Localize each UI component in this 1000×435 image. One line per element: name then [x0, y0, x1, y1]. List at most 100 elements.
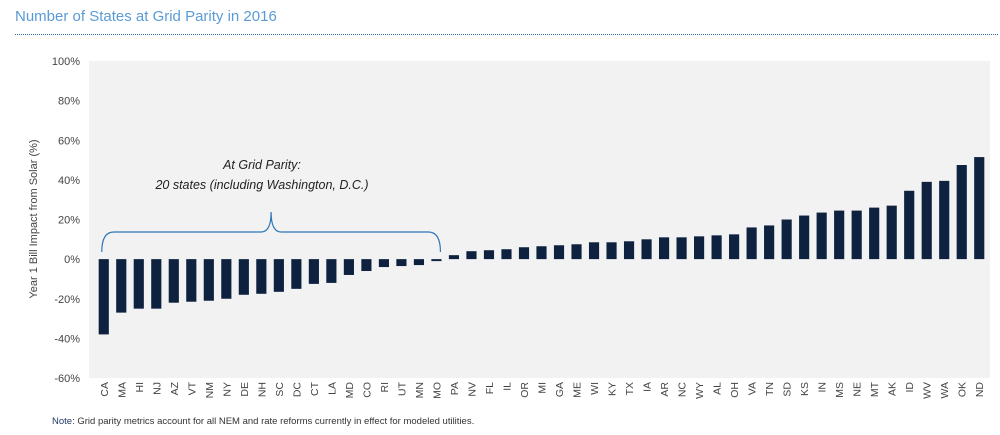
x-tick-label: IL [501, 382, 513, 391]
x-tick-label: NJ [151, 382, 163, 395]
x-tick-label: OR [519, 382, 531, 398]
bar-fl [483, 250, 495, 260]
x-tick-label: NC [677, 382, 689, 398]
bar-pa [448, 255, 460, 260]
bar-az [168, 259, 179, 303]
x-tick-label: RI [379, 382, 391, 393]
x-tick-label: WA [939, 382, 951, 399]
x-tick-label: AL [712, 382, 724, 395]
bar-ca [98, 259, 109, 335]
bar-ak [886, 205, 897, 260]
x-tick-label: MD [344, 382, 356, 399]
bar-mi [536, 246, 547, 260]
x-tick-label: MO [431, 382, 443, 399]
x-tick-label: FL [484, 382, 496, 394]
x-tick-label: NY [221, 382, 233, 397]
x-tick-label: WI [589, 382, 601, 395]
bar-il [501, 249, 512, 260]
bar-wy [694, 236, 705, 260]
y-tick-label: -20% [54, 294, 80, 306]
y-tick-label: -40% [54, 333, 80, 345]
x-tick-label: CT [309, 381, 321, 396]
y-tick-label: 40% [58, 175, 80, 187]
bar-nm [203, 259, 214, 301]
bar-wv [921, 181, 932, 260]
bar-ri [378, 259, 389, 268]
x-tick-label: WV [922, 382, 934, 399]
footnote-text: : Grid parity metrics account for all NE… [72, 416, 475, 427]
bar-ne [851, 210, 862, 260]
bar-tx [623, 241, 635, 260]
title-divider [15, 34, 998, 35]
x-tick-label: ID [904, 382, 916, 393]
x-tick-label: DC [291, 382, 303, 398]
bar-al [711, 235, 722, 260]
x-tick-label: MN [414, 382, 426, 398]
x-tick-label: MA [116, 382, 128, 398]
x-tick-label: HI [134, 382, 146, 393]
chart-title: Number of States at Grid Parity in 2016 [15, 8, 277, 25]
bar-co [361, 259, 372, 272]
bar-ar [658, 237, 670, 260]
y-tick-label: 100% [52, 56, 80, 68]
x-tick-label: UT [396, 381, 408, 396]
bar-nh [256, 259, 267, 294]
x-tick-label: VA [747, 382, 759, 395]
bar-vt [186, 259, 197, 302]
bar-oh [729, 234, 740, 260]
y-tick-label: 60% [58, 135, 80, 147]
x-tick-label: NH [256, 382, 268, 397]
bar-ms [834, 210, 845, 260]
x-tick-label: OH [729, 382, 741, 398]
bar-la [326, 259, 337, 283]
y-axis-ticks: -60% -40% -20% 0% 20% 40% 60% 80% 100% [52, 56, 80, 385]
bar-hi [133, 259, 144, 309]
bar-ky [606, 242, 617, 260]
bar-sc [273, 259, 284, 292]
bar-mn [413, 259, 425, 266]
bar-dc [291, 259, 302, 289]
x-tick-label: DE [239, 382, 251, 397]
x-tick-label: IN [817, 382, 829, 393]
bar-md [343, 259, 354, 275]
x-tick-label: NE [852, 382, 864, 397]
bar-ma [116, 259, 127, 313]
bar-id [904, 190, 915, 260]
annotation-line-2: 20 states (including Washington, D.C.) [154, 178, 368, 192]
bar-ut [396, 259, 407, 267]
grid-parity-bracket [101, 211, 442, 253]
bar-in [816, 212, 827, 260]
bar-ia [641, 239, 652, 260]
x-tick-label: PA [449, 382, 461, 395]
x-tick-label: LA [326, 382, 338, 395]
x-tick-label: MS [834, 382, 846, 398]
bar-sd [781, 219, 792, 260]
x-tick-label: VT [186, 381, 198, 395]
x-tick-label: MI [537, 382, 549, 394]
x-tick-label: ND [974, 382, 986, 398]
x-tick-label: SC [274, 382, 286, 397]
y-tick-label: 80% [58, 96, 80, 108]
x-axis-ticks: CA MA HI NJ AZ VT NM NY DE NH SC DC CT LA MD CO RI UT MN MO… [99, 381, 986, 399]
x-tick-label: AZ [169, 381, 181, 395]
y-tick-label: 0% [64, 254, 80, 266]
x-tick-label: GA [554, 382, 566, 397]
x-tick-label: OK [957, 382, 969, 397]
bar-va [746, 227, 757, 260]
x-tick-label: CO [361, 382, 373, 398]
x-tick-label: MT [869, 381, 881, 397]
x-tick-label: SD [782, 382, 794, 397]
x-tick-label: CA [99, 382, 111, 397]
x-tick-label: TN [764, 382, 776, 396]
bar-wi [588, 242, 600, 260]
footnote: Note: Grid parity metrics account for al… [52, 416, 474, 427]
bar-nd [974, 157, 985, 260]
x-tick-label: AR [659, 382, 671, 397]
bars [98, 157, 985, 335]
bar-mt [869, 207, 880, 260]
bar-tn [764, 225, 775, 260]
y-axis-label: Year 1 Bill Impact from Solar (%) [28, 139, 40, 298]
bar-nj [151, 259, 162, 309]
bar-or [518, 247, 530, 260]
